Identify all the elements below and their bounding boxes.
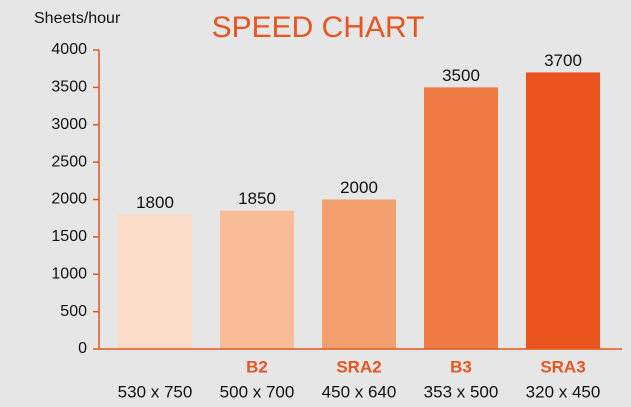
- y-axis-label: Sheets/hour: [34, 10, 121, 27]
- x-tick-label: 353 x 500: [424, 382, 499, 401]
- bar: [423, 87, 499, 349]
- bar: [219, 210, 295, 349]
- y-tick-label: 0: [78, 340, 87, 357]
- x-tick-label: 530 x 750: [118, 382, 193, 401]
- y-tick-label: 1000: [51, 265, 87, 282]
- x-tick-label: 320 x 450: [526, 382, 601, 401]
- y-tick-label: 2000: [51, 191, 87, 208]
- data-label: 1800: [136, 193, 174, 212]
- data-label: 3500: [442, 66, 480, 85]
- x-tick-label: 450 x 640: [322, 382, 397, 401]
- data-label: 2000: [340, 178, 378, 197]
- chart-title: SPEED CHART: [212, 11, 425, 44]
- data-label: 3700: [544, 51, 582, 70]
- paper-size-label: B3: [450, 357, 472, 376]
- bar: [525, 72, 601, 350]
- paper-size-label: SRA2: [336, 357, 381, 376]
- y-tick-label: 3500: [51, 79, 87, 96]
- y-tick-label: 3000: [51, 116, 87, 133]
- paper-size-label: B2: [246, 357, 268, 376]
- y-tick-label: 500: [60, 303, 87, 320]
- data-label: 1850: [238, 189, 276, 208]
- y-tick-label: 1500: [51, 228, 87, 245]
- bar: [117, 214, 193, 349]
- y-tick-label: 4000: [51, 41, 87, 58]
- y-tick-label: 2500: [51, 153, 87, 170]
- paper-size-label: SRA3: [540, 357, 585, 376]
- bar: [321, 199, 397, 349]
- x-tick-label: 500 x 700: [220, 382, 295, 401]
